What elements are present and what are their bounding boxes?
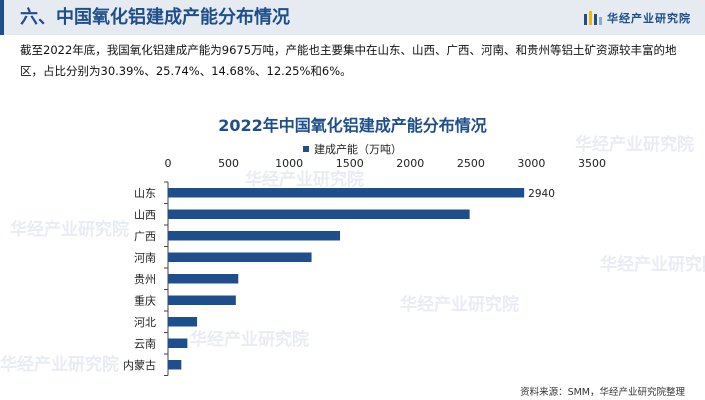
- bar: [168, 317, 198, 327]
- y-category-label: 山东: [134, 187, 156, 200]
- bar: [168, 231, 341, 241]
- bar: [168, 274, 239, 284]
- y-category-label: 河北: [134, 316, 156, 329]
- x-tick-label: 500: [218, 157, 239, 170]
- x-tick-label: 1000: [275, 157, 303, 170]
- x-tick-label: 0: [165, 157, 172, 170]
- x-tick-label: 2000: [396, 157, 424, 170]
- logo-bars-icon: [584, 11, 602, 25]
- y-category-label: 河南: [134, 251, 156, 264]
- intro-paragraph: 截至2022年底，我国氧化铝建成产能为9675万吨，产能也主要集中在山东、山西、…: [20, 43, 677, 78]
- y-category-label: 重庆: [134, 293, 156, 307]
- bar: [168, 338, 188, 348]
- data-label: 2940: [528, 188, 555, 200]
- x-tick-label: 1500: [336, 157, 364, 170]
- x-tick-label: 2500: [457, 157, 485, 170]
- y-category-label: 贵州: [134, 273, 156, 286]
- logo: 华经产业研究院: [584, 9, 691, 27]
- header-accent: [0, 0, 4, 35]
- bar: [168, 252, 312, 262]
- source-note: 资料来源：SMM，华经产业研究院整理: [520, 387, 685, 398]
- x-tick-label: 3500: [578, 157, 606, 170]
- bar: [168, 360, 182, 370]
- bar: [168, 295, 236, 305]
- x-tick-label: 3000: [517, 157, 545, 170]
- y-category-label: 山西: [134, 208, 156, 221]
- bar: [168, 209, 470, 219]
- logo-text: 华经产业研究院: [607, 12, 691, 25]
- chart-legend: 建成产能（万吨）: [0, 141, 705, 157]
- chart-title: 2022年中国氧化铝建成产能分布情况: [218, 116, 487, 135]
- page-title: 六、中国氧化铝建成产能分布情况: [20, 7, 290, 28]
- y-category-label: 内蒙古: [123, 358, 156, 372]
- y-category-label: 广西: [134, 230, 156, 243]
- bar: [168, 188, 525, 198]
- legend-swatch: [303, 146, 309, 152]
- header-band: [0, 0, 705, 35]
- legend-label: 建成产能（万吨）: [314, 143, 402, 156]
- y-category-label: 云南: [134, 337, 156, 350]
